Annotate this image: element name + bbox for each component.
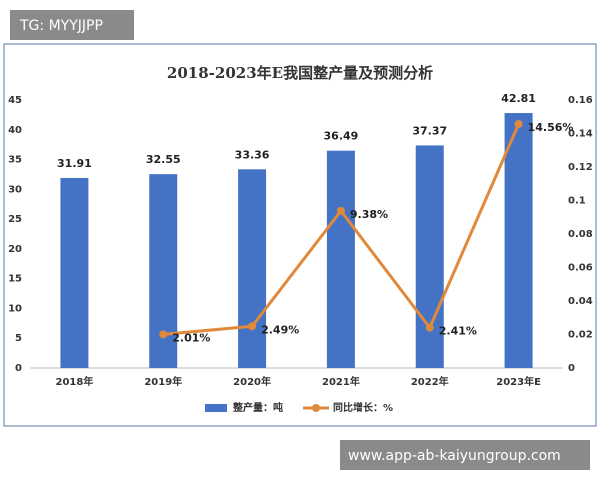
x-tick-label: 2019年	[144, 375, 182, 388]
legend-label: 整产量：吨	[232, 401, 283, 414]
chart-title: 2018-2023年E我国整产量及预测分析	[167, 64, 433, 82]
bar	[60, 177, 89, 368]
line-value-label: 2.01%	[172, 331, 210, 344]
y2-tick-label: 0.06	[568, 263, 593, 274]
y2-tick-label: 0.16	[568, 95, 593, 106]
y2-tick-label: 0.12	[568, 162, 593, 173]
y2-tick-label: 0.1	[568, 196, 586, 207]
legend-swatch-point	[312, 404, 320, 412]
bar-value-label: 37.37	[412, 124, 447, 137]
x-tick-label: 2022年	[411, 375, 449, 388]
bar	[326, 150, 355, 368]
line-value-label: 2.41%	[439, 325, 477, 338]
legend-label: 同比增长：%	[333, 401, 393, 414]
line-value-label: 2.49%	[261, 323, 299, 336]
watermark-top-box	[10, 10, 134, 40]
y-tick-label: 45	[8, 95, 22, 106]
watermark-bottom-box	[340, 440, 590, 470]
y-tick-label: 10	[8, 303, 22, 314]
x-tick-label: 2020年	[233, 375, 271, 388]
y-tick-label: 35	[8, 155, 22, 166]
y2-tick-label: 0	[568, 363, 575, 374]
line-point	[159, 330, 168, 339]
line-point	[248, 322, 257, 331]
y-tick-label: 5	[15, 333, 22, 344]
bar-value-label: 42.81	[501, 92, 536, 105]
bar	[238, 169, 267, 368]
line-value-label: 14.56%	[528, 121, 574, 134]
chart-frame	[3, 43, 597, 427]
bar-value-label: 36.49	[324, 130, 359, 143]
bar-value-label: 32.55	[146, 153, 181, 166]
y-tick-label: 15	[8, 274, 22, 285]
y2-tick-label: 0.04	[568, 296, 593, 307]
y-tick-label: 25	[8, 214, 22, 225]
y-tick-label: 40	[8, 125, 22, 136]
y2-tick-label: 0.14	[568, 129, 593, 140]
line-point	[514, 120, 523, 129]
watermark-top: TG: MYYJJPP	[19, 18, 103, 34]
line-point	[425, 323, 434, 332]
line-point	[336, 206, 345, 215]
y2-tick-label: 0.02	[568, 330, 593, 341]
x-tick-label: 2018年	[55, 375, 93, 388]
y-tick-label: 30	[8, 184, 22, 195]
bar-value-label: 31.91	[57, 157, 92, 170]
x-tick-label: 2021年	[322, 375, 360, 388]
line-value-label: 9.38%	[350, 208, 388, 221]
y2-tick-label: 0.08	[568, 229, 593, 240]
bar	[504, 113, 533, 368]
legend-swatch	[205, 404, 227, 412]
bar-value-label: 33.36	[235, 148, 270, 161]
y-tick-label: 20	[8, 244, 22, 255]
y-tick-label: 0	[15, 363, 22, 374]
x-tick-label: 2023年E	[496, 375, 541, 388]
watermark-bottom: www.app-ab-kaiyungroup.com	[348, 448, 561, 464]
